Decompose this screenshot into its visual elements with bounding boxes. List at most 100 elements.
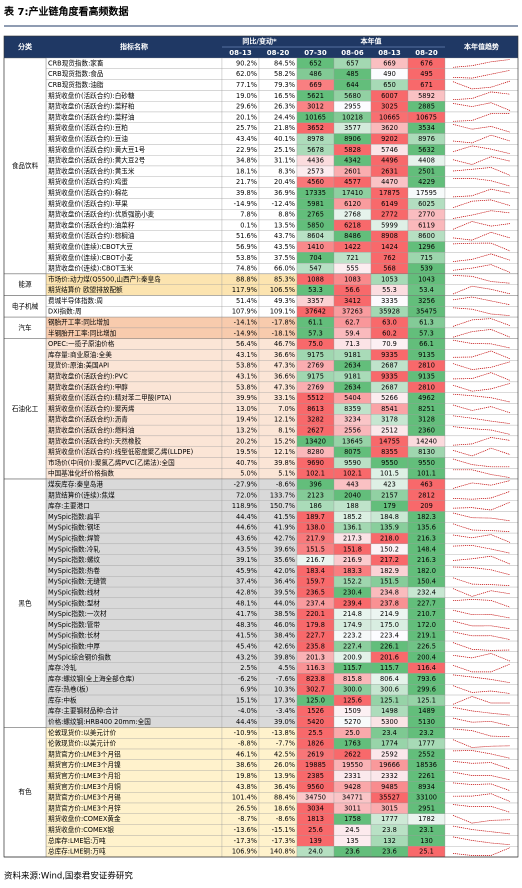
sparkline [452, 750, 511, 759]
trend-cell [444, 133, 519, 145]
sparkline [452, 642, 511, 651]
indicator-name: 库存:中板 [48, 695, 77, 704]
trend-cell [444, 651, 519, 663]
cell-value: 8251 [418, 405, 435, 413]
sparkline [452, 69, 511, 79]
change-value: 44.4% [236, 718, 257, 726]
trend-cell [444, 338, 519, 350]
cell-value: 1083 [344, 275, 361, 283]
trend-cell [444, 144, 519, 156]
change-value: -3.4% [276, 707, 295, 715]
cell-value: 19550 [342, 761, 363, 769]
cell-value: 239.4 [343, 599, 362, 607]
cell-value: 5981 [307, 200, 324, 208]
cell-value: 216.3 [417, 534, 436, 542]
cell-value: 9175 [307, 351, 324, 359]
cell-value: 25.6 [308, 826, 323, 834]
cell-value: 2501 [418, 167, 435, 175]
indicator-name: 期货收盘价(活跃合约):棉花 [48, 188, 128, 197]
indicator-name: MySpic指数:管带 [48, 620, 100, 629]
sparkline [452, 814, 511, 824]
change-value: 77.1% [236, 81, 257, 89]
change-value: 44.0% [274, 599, 295, 607]
cell-value: 223.4 [380, 632, 399, 640]
cell-value: 3620 [381, 124, 398, 132]
sparkline [452, 620, 511, 630]
cell-value: 2040 [344, 491, 361, 499]
sparkline [452, 825, 511, 835]
cell-value: 2770 [418, 211, 435, 219]
cell-value: 8355 [381, 448, 398, 456]
category-cell [3, 727, 47, 858]
change-value: -13.6% [234, 826, 257, 834]
header-label: 08-20 [415, 49, 438, 57]
indicator-name: 期货收盘价(活跃合约):苹果 [48, 199, 128, 208]
cell-value: 35928 [379, 308, 400, 316]
change-value: 29.6% [236, 103, 257, 111]
trend-cell [444, 684, 519, 696]
category-label: 汽车 [18, 323, 32, 332]
sparkline [453, 469, 511, 478]
source: 资料来源:Wind,国泰君安证券研究 [4, 871, 133, 882]
indicator-name: 期货收盘价(活跃合约):线型低密度聚乙烯(LLDPE) [48, 447, 193, 456]
cell-value: 57.3 [419, 329, 434, 337]
cell-value: 188 [346, 502, 359, 510]
trend-cell [444, 738, 519, 750]
change-value: -14.9% [234, 200, 257, 208]
indicator-name: 期货收盘价:COMEX黄金 [48, 814, 121, 823]
change-value: 41.7% [236, 610, 257, 618]
cell-value: 125.1 [380, 696, 399, 704]
cell-value: 25.1 [419, 848, 434, 856]
change-value: 36.4% [274, 783, 295, 791]
cell-value: 539 [420, 265, 433, 273]
trend-cell [444, 349, 519, 361]
cell-value: 236.5 [306, 588, 325, 596]
cell-value: 2631 [381, 167, 398, 175]
sparkline [452, 307, 511, 316]
cell-value: 125.6 [343, 696, 362, 704]
change-value: 39.0% [274, 718, 295, 726]
cell-value: 17875 [379, 189, 400, 197]
cell-value: 179 [383, 502, 396, 510]
cell-value: 300.0 [343, 686, 362, 694]
cell-value: 219.1 [417, 632, 436, 640]
cell-value: 23.6 [382, 848, 397, 856]
sparkline [452, 177, 511, 187]
cell-value: 130 [420, 837, 433, 845]
change-value: 107.9% [232, 308, 257, 316]
cell-value: 8541 [381, 405, 398, 413]
cell-value: 2619 [307, 750, 324, 758]
change-value: 42.0% [274, 567, 295, 575]
change-value: 90.2% [236, 59, 257, 67]
change-value: 41.9% [274, 524, 295, 532]
cell-value: 227.4 [343, 642, 362, 650]
trend-cell [444, 219, 519, 231]
change-value: 39.8% [236, 189, 257, 197]
indicator-name: 期货官方价:LME3个月铅 [48, 771, 121, 780]
indicator-name: 期货收盘价(活跃合约):PVC [48, 372, 128, 381]
cell-value: 115.7 [343, 664, 362, 672]
trend-cell [444, 478, 519, 491]
cell-value: 4436 [307, 157, 324, 165]
cell-value: 159.7 [306, 578, 325, 586]
cell-value: 183.4 [306, 567, 325, 575]
cell-value: 3012 [307, 103, 324, 111]
cell-value: 37642 [305, 308, 326, 316]
cell-value: 182.3 [417, 513, 436, 521]
cell-value: 25.0 [345, 729, 360, 737]
cell-value: 762 [383, 254, 396, 262]
change-value: -6.2% [238, 675, 257, 683]
cell-value: 25.5 [308, 729, 323, 737]
cell-value: 216.7 [306, 556, 325, 564]
cell-value: 14240 [416, 437, 437, 445]
change-value: 39.5% [274, 588, 295, 596]
sparkline [452, 253, 511, 262]
indicator-name: 期货收盘价(连续):CBOT小麦 [48, 253, 133, 262]
cell-value: 1053 [381, 275, 398, 283]
cell-value: 17410 [342, 189, 363, 197]
cell-value: 37263 [342, 308, 363, 316]
sparkline [452, 696, 510, 705]
change-value: 66.0% [274, 265, 295, 273]
trend-cell [444, 543, 519, 555]
trend-cell [444, 262, 519, 275]
